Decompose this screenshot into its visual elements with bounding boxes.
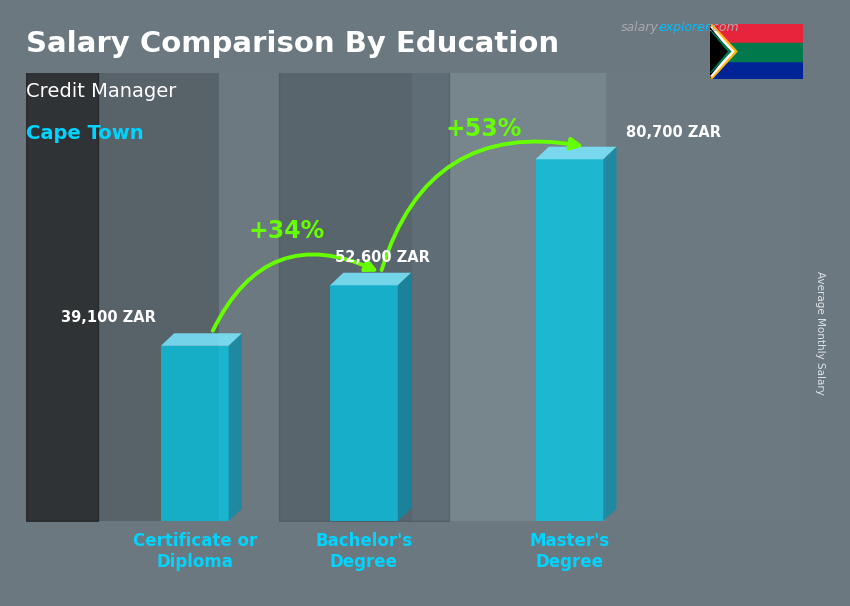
Polygon shape: [536, 159, 604, 521]
Bar: [710, 24, 803, 42]
Text: 39,100 ZAR: 39,100 ZAR: [61, 310, 156, 325]
Polygon shape: [161, 333, 242, 346]
Polygon shape: [710, 30, 732, 73]
Text: +34%: +34%: [248, 219, 325, 243]
Bar: [605, 73, 799, 521]
Polygon shape: [161, 346, 229, 521]
Polygon shape: [536, 147, 616, 159]
Text: explorer: explorer: [659, 21, 711, 34]
Bar: [710, 61, 803, 79]
Bar: [26, 73, 218, 521]
Text: .com: .com: [708, 21, 739, 34]
Text: Credit Manager: Credit Manager: [26, 82, 176, 101]
Bar: [412, 73, 605, 521]
Polygon shape: [710, 24, 734, 79]
Polygon shape: [330, 285, 398, 521]
Text: Salary Comparison By Education: Salary Comparison By Education: [26, 30, 558, 58]
Polygon shape: [229, 333, 242, 521]
Bar: [710, 42, 803, 61]
Text: salary: salary: [620, 21, 658, 34]
Text: +53%: +53%: [445, 117, 522, 141]
Polygon shape: [604, 147, 616, 521]
Text: Cape Town: Cape Town: [26, 124, 143, 143]
Text: Average Monthly Salary: Average Monthly Salary: [815, 271, 825, 395]
Polygon shape: [710, 24, 738, 79]
Polygon shape: [330, 273, 411, 285]
Polygon shape: [398, 273, 411, 521]
Text: 52,600 ZAR: 52,600 ZAR: [335, 250, 430, 265]
Bar: [218, 73, 412, 521]
Text: 80,700 ZAR: 80,700 ZAR: [626, 125, 721, 140]
Polygon shape: [710, 27, 734, 76]
